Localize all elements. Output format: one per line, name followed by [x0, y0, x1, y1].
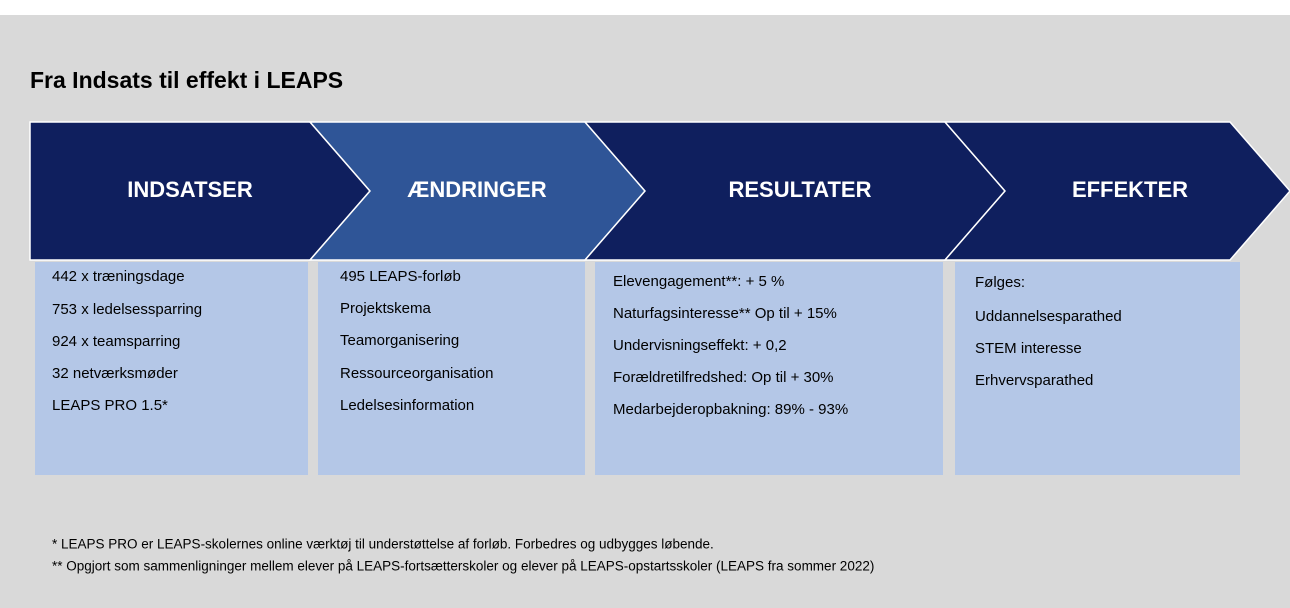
stage-item: Undervisningseffekt: + 0,2 [613, 337, 787, 354]
stage-item: 924 x teamsparring [52, 333, 180, 350]
stage-box [35, 262, 308, 475]
title: Fra Indsats til effekt i LEAPS [30, 67, 343, 93]
stage-label: RESULTATER [729, 177, 872, 202]
stage-box [318, 262, 585, 475]
chevron [943, 121, 1290, 261]
stage-item: Erhvervsparathed [975, 372, 1093, 389]
stage-item: 495 LEAPS-forløb [340, 268, 461, 285]
stage-box [595, 262, 943, 475]
stage-label: EFFEKTER [1072, 177, 1188, 202]
stage-item: Teamorganisering [340, 332, 459, 349]
stage-box [955, 262, 1240, 475]
stage-item: 32 netværksmøder [52, 365, 178, 382]
stage-item: STEM interesse [975, 340, 1082, 357]
stage-item: Ressourceorganisation [340, 365, 493, 382]
stage-item: 753 x ledelsessparring [52, 301, 202, 318]
stage-item: Ledelsesinformation [340, 397, 474, 414]
stage-item: Naturfagsinteresse** Op til + 15% [613, 305, 837, 322]
stage-label: INDSATSER [127, 177, 253, 202]
stage-item: Forældretilfredshed: Op til + 30% [613, 369, 834, 386]
stage-item: Følges: [975, 274, 1025, 291]
stage-item: Medarbejderopbakning: 89% - 93% [613, 401, 848, 418]
footnote: * LEAPS PRO er LEAPS-skolernes online væ… [52, 537, 714, 552]
stage-item: 442 x træningsdage [52, 268, 185, 285]
stage-item: LEAPS PRO 1.5* [52, 397, 168, 414]
stage-item: Elevengagement**: + 5 % [613, 273, 784, 290]
stage-label: ÆNDRINGER [407, 177, 546, 202]
stage-item: Uddannelsesparathed [975, 308, 1122, 325]
stage-item: Projektskema [340, 300, 432, 317]
footnote: ** Opgjort som sammenligninger mellem el… [52, 559, 874, 574]
